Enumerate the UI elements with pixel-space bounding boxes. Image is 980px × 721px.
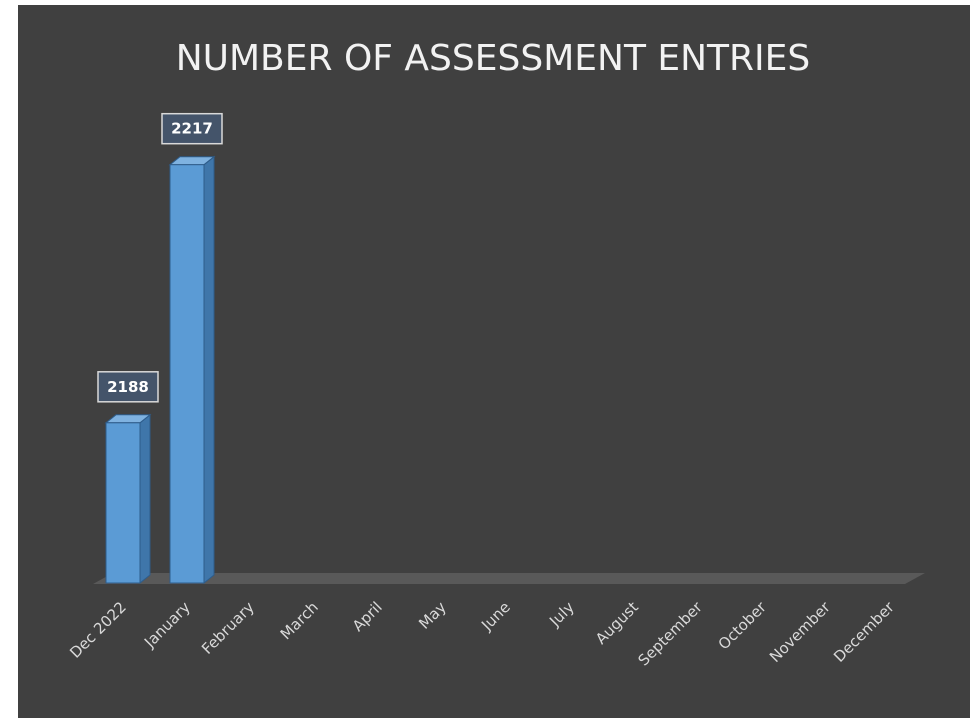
value-label-box [161, 112, 223, 145]
value-label-box [97, 371, 159, 403]
bar-front [105, 422, 141, 584]
chart-title: NUMBER OF ASSESSMENT ENTRIES [176, 38, 811, 79]
bar-front [169, 164, 205, 584]
bar-side [203, 155, 215, 585]
bar-side [139, 413, 151, 585]
value-label: 2217 [171, 120, 213, 138]
bar [168, 155, 216, 585]
bar [104, 413, 152, 585]
value-label: 2188 [107, 378, 149, 396]
floor [93, 573, 925, 584]
